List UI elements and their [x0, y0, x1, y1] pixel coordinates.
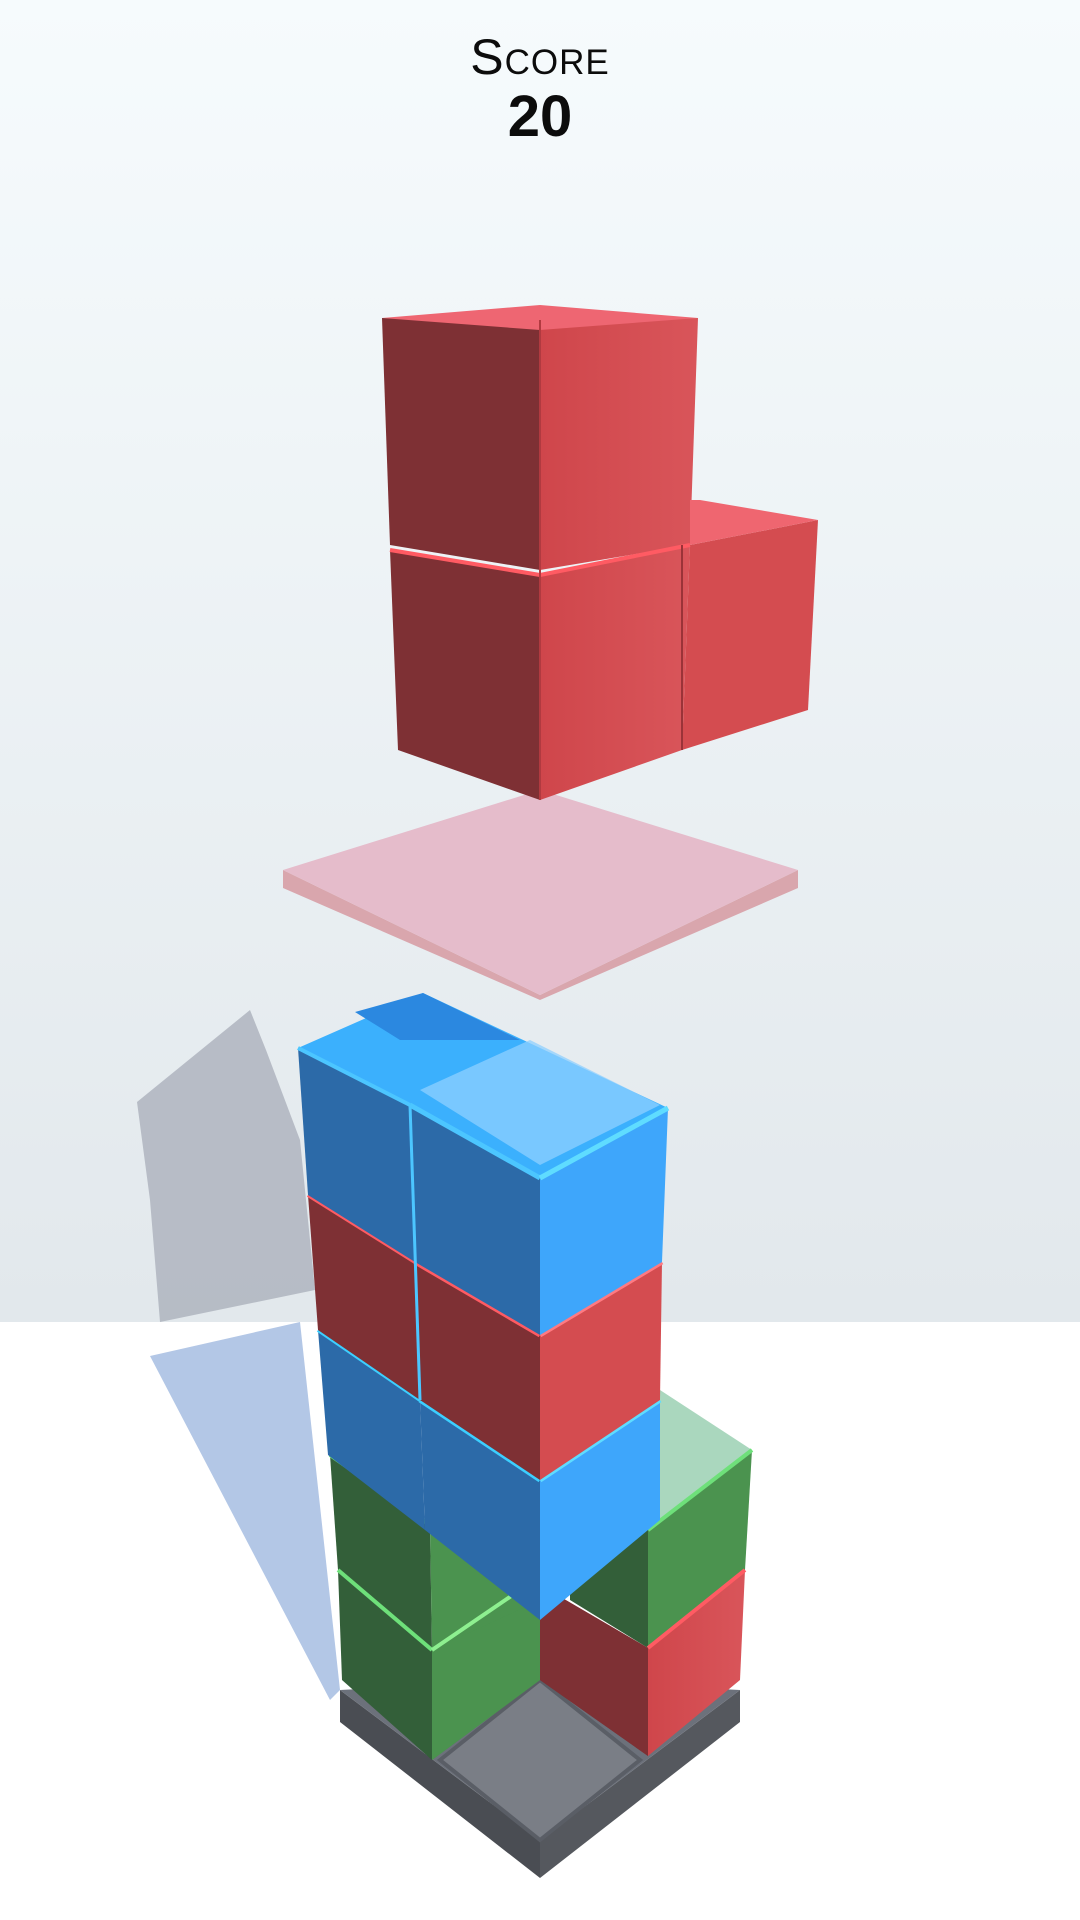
blue-block-left-low [318, 1330, 425, 1530]
red-block-mid-mid [415, 1262, 540, 1480]
falling-cube-right-front [682, 520, 818, 750]
falling-cube-front [540, 545, 690, 800]
blue-top-dark-patch [355, 993, 520, 1040]
blue-block-front-low [540, 1400, 660, 1620]
ghost-top [640, 1390, 752, 1530]
tower-shadow-wall [137, 1010, 315, 1322]
red-block-front [648, 1570, 745, 1756]
red-block-front-mid [540, 1262, 662, 1480]
falling-cube-top-face [382, 305, 698, 330]
ghost-landing-top [420, 1040, 660, 1165]
tower-upper [297, 993, 670, 1620]
green-block-left-2 [338, 1570, 432, 1760]
blue-block-front-top [540, 1108, 668, 1335]
green-block-front [648, 1450, 752, 1648]
tower-shadow-floor [150, 1322, 340, 1700]
tower-middle-red-lower [540, 1585, 648, 1756]
falling-cube-left-side [390, 550, 540, 800]
green-block-left-1 [330, 1455, 432, 1650]
empty-cell-marker [436, 1677, 644, 1843]
falling-cube-top-front [540, 318, 698, 570]
blue-block-left-top [298, 1048, 415, 1262]
tower-lower-green [328, 1453, 540, 1760]
blue-block-mid-low [420, 1400, 540, 1620]
drop-preview-plate [283, 790, 798, 1000]
falling-piece[interactable] [382, 305, 818, 800]
falling-cube-right-top [690, 500, 818, 545]
red-block-left-mid [308, 1195, 420, 1400]
falling-cube-top-side [382, 318, 540, 570]
